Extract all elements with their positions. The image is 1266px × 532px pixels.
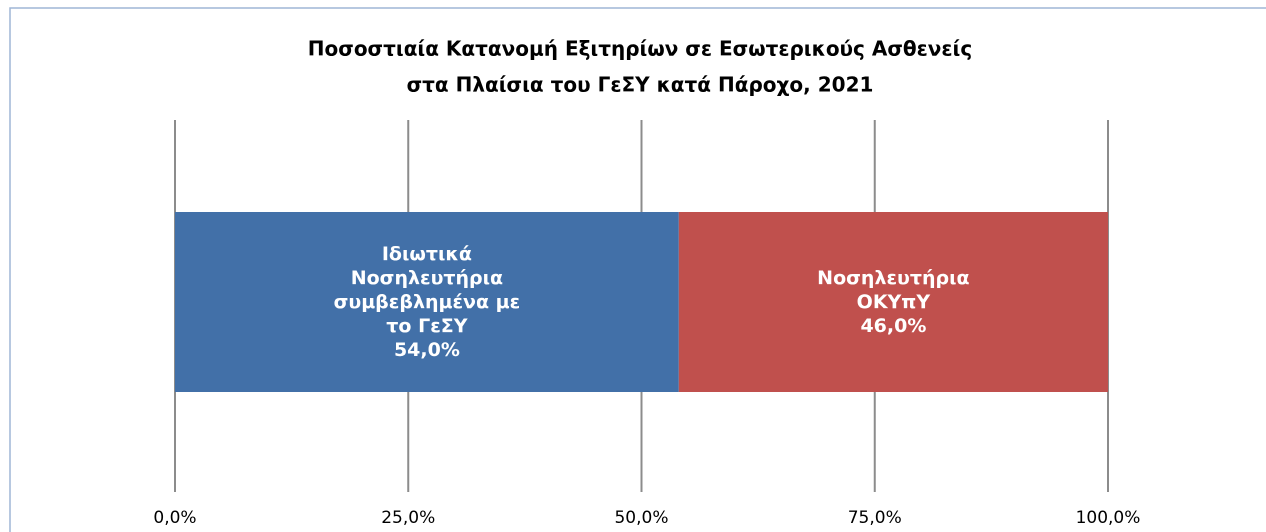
value-label: 46,0% bbox=[860, 315, 927, 337]
segment-label: Ιδιωτικά Νοσηλευτήρια συμβεβλημένα με το… bbox=[175, 212, 679, 392]
chart-title: στα Πλαίσια του ΓεΣΥ κατά Πάροχο, 2021 bbox=[407, 73, 874, 97]
bar-segment bbox=[678, 212, 1108, 392]
bar-segment bbox=[175, 212, 679, 392]
x-tick-label: 50,0% bbox=[614, 508, 668, 528]
x-tick-label: 25,0% bbox=[381, 508, 435, 528]
segment-label-box: Νοσηλευτήρια ΟΚΥπΥ 46,0% bbox=[679, 212, 1108, 392]
segment-label-box: Ιδιωτικά Νοσηλευτήρια συμβεβλημένα με το… bbox=[175, 212, 679, 392]
series-name: Ιδιωτικά Νοσηλευτήρια συμβεβλημένα με το… bbox=[333, 243, 521, 337]
chart-title: Ποσοστιαία Κατανομή Εξιτηρίων σε Εσωτερι… bbox=[308, 37, 972, 61]
x-tick-label: 100,0% bbox=[1076, 508, 1141, 528]
x-tick-label: 0,0% bbox=[153, 508, 196, 528]
x-tick-label: 75,0% bbox=[848, 508, 902, 528]
series-name: Νοσηλευτήρια ΟΚΥπΥ bbox=[817, 267, 970, 313]
value-label: 54,0% bbox=[393, 339, 460, 361]
chart-border bbox=[9, 7, 1266, 532]
